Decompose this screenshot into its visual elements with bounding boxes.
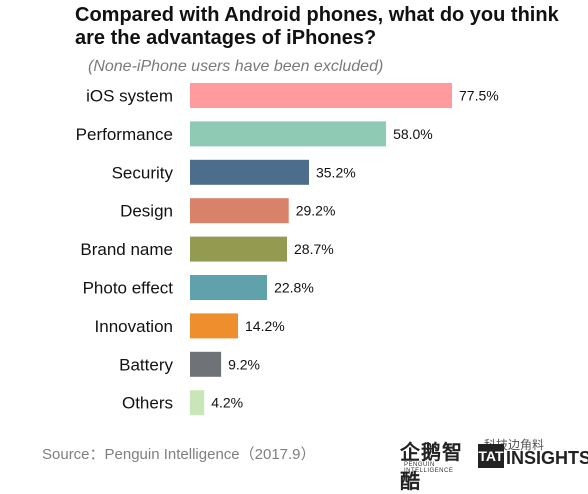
value-label: 77.5% bbox=[459, 88, 499, 104]
category-label: iOS system bbox=[86, 87, 173, 106]
category-label: Battery bbox=[119, 355, 173, 374]
value-label: 14.2% bbox=[245, 318, 285, 334]
tat-insights-logo: 科技边角料 TAT INSIGHTS bbox=[478, 436, 588, 470]
insights-text: INSIGHTS bbox=[506, 448, 588, 468]
value-label: 4.2% bbox=[211, 395, 243, 411]
bar bbox=[190, 198, 289, 224]
value-label: 58.0% bbox=[393, 126, 433, 142]
value-label: 22.8% bbox=[274, 280, 314, 296]
bar bbox=[190, 121, 387, 147]
bar bbox=[190, 236, 288, 262]
bar-chart: iOS system 77.5% Performance 58.0% Security 3… bbox=[76, 83, 499, 416]
penguin-logo-en: PENGUIN INTELLIGENCE bbox=[404, 462, 454, 474]
bar bbox=[190, 159, 309, 185]
bar bbox=[190, 313, 239, 339]
category-label: Brand name bbox=[80, 240, 173, 259]
category-label: Others bbox=[122, 394, 173, 413]
category-label: Innovation bbox=[95, 317, 173, 336]
chart-subtitle: (None-iPhone users have been excluded) bbox=[88, 58, 384, 75]
source-note: Source：Penguin Intelligence（2017.9） bbox=[42, 446, 316, 463]
tat-mark: TAT bbox=[478, 444, 504, 468]
value-label: 9.2% bbox=[228, 356, 260, 372]
bar bbox=[190, 275, 268, 300]
bar bbox=[190, 83, 452, 108]
penguin-intelligence-logo: 企鹅智酷 PENGUIN INTELLIGENCE bbox=[394, 436, 474, 493]
category-label: Performance bbox=[76, 125, 173, 144]
value-label: 35.2% bbox=[316, 164, 356, 180]
bar bbox=[190, 351, 222, 377]
category-label: Design bbox=[120, 202, 173, 221]
category-label: Photo effect bbox=[83, 279, 174, 298]
chart-title: Compared with Android phones, what do yo… bbox=[75, 4, 559, 49]
value-label: 29.2% bbox=[296, 203, 336, 219]
bar bbox=[190, 390, 205, 416]
value-label: 28.7% bbox=[294, 241, 334, 257]
category-label: Security bbox=[112, 163, 174, 182]
